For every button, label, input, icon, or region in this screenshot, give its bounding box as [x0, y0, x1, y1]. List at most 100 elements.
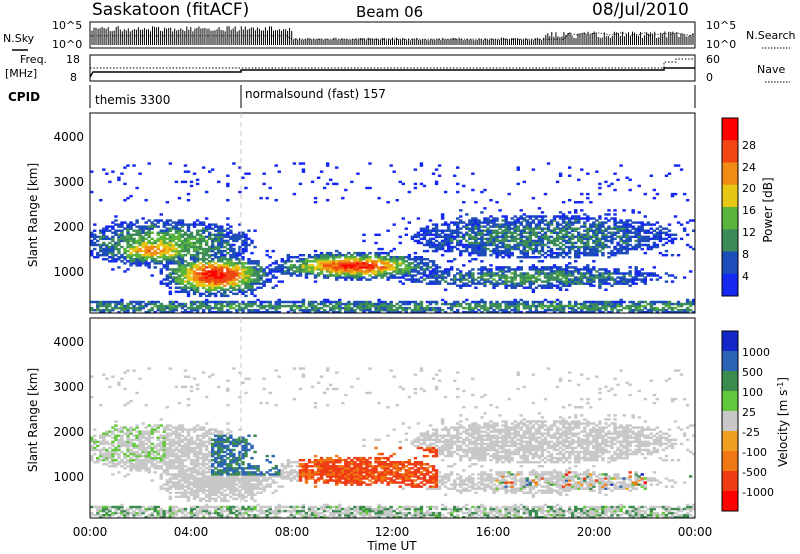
power-cell: [198, 284, 203, 287]
power-cell: [319, 300, 324, 304]
power-cell: [456, 190, 460, 194]
power-cell: [350, 274, 354, 277]
power-cell: [486, 227, 490, 230]
power-cell: [419, 276, 424, 279]
velocity-cell: [174, 428, 179, 431]
power-cell: [147, 262, 151, 265]
nave-trace: [90, 58, 695, 69]
power-cell: [404, 260, 409, 263]
velocity-cell: [174, 467, 179, 470]
power-cell: [610, 308, 614, 312]
velocity-cell: [126, 509, 130, 513]
freq-right-tick-top: 60: [706, 53, 720, 66]
power-cell: [165, 229, 170, 232]
power-cell: [253, 266, 257, 269]
power-cell: [359, 260, 363, 263]
power-cell: [437, 235, 442, 239]
power-cell: [111, 243, 115, 247]
power-cell: [395, 310, 399, 314]
power-cell: [598, 306, 602, 310]
power-cell: [419, 237, 424, 241]
velocity-cell: [126, 473, 130, 476]
power-cell: [679, 302, 684, 306]
power-cell: [195, 286, 200, 289]
power-cell: [114, 233, 118, 237]
power-cell: [277, 298, 281, 302]
velocity-cell: [168, 505, 173, 509]
power-cell: [353, 300, 357, 304]
power-cell: [513, 247, 517, 251]
power-cell: [117, 237, 121, 241]
power-cell: [555, 231, 560, 234]
power-cell: [531, 239, 536, 243]
power-cell: [186, 272, 191, 275]
power-cell: [217, 258, 221, 261]
power-cell: [413, 302, 418, 306]
velocity-cell: [102, 509, 106, 513]
power-cell: [226, 241, 230, 245]
velocity-cell: [156, 450, 160, 454]
power-cell: [195, 274, 200, 277]
power-cell: [271, 262, 275, 265]
power-cell: [586, 243, 590, 247]
power-cell: [241, 272, 245, 275]
power-cell: [268, 255, 272, 259]
power-cell: [102, 168, 106, 171]
power-cell: [492, 284, 496, 287]
power-cell: [567, 278, 572, 281]
power-cell: [162, 221, 167, 224]
power-cell: [434, 180, 439, 184]
power-cell: [328, 253, 333, 257]
velocity-cell: [165, 450, 170, 454]
power-cell: [646, 302, 651, 306]
power-cell: [262, 272, 266, 275]
power-cell: [247, 270, 251, 273]
power-cell: [350, 310, 354, 314]
power-cell: [162, 237, 167, 241]
power-cell: [601, 231, 605, 234]
power-cell: [395, 258, 399, 261]
power-cell: [546, 223, 551, 226]
power-cell: [516, 302, 520, 306]
power-cell: [150, 221, 154, 224]
velocity-cell: [156, 465, 160, 468]
power-cell: [616, 227, 620, 230]
power-cell: [359, 304, 363, 308]
power-cell: [507, 251, 511, 255]
power-cell: [486, 241, 490, 245]
power-cell: [567, 227, 572, 230]
power-cell: [256, 270, 260, 273]
power-cell: [552, 251, 557, 255]
velocity-cell: [132, 454, 136, 458]
power-cell: [513, 223, 517, 226]
power-cell: [226, 270, 230, 273]
power-cell: [443, 268, 448, 271]
power-cell: [625, 247, 629, 251]
power-cell: [132, 308, 136, 312]
power-cell: [516, 306, 520, 310]
power-cell: [280, 268, 284, 271]
power-cell: [235, 282, 239, 285]
power-cell: [365, 272, 369, 275]
velocity-cell: [126, 450, 130, 454]
power-cell: [604, 304, 608, 308]
power-cell: [646, 308, 651, 312]
power-cell: [253, 274, 257, 277]
power-cell: [356, 268, 360, 271]
power-cell: [171, 239, 176, 243]
power-cell: [183, 170, 188, 173]
power-cell: [362, 302, 366, 306]
power-cell: [676, 310, 681, 314]
power-cell: [383, 302, 387, 306]
velocity-cell: [135, 460, 139, 464]
power-cell: [477, 302, 481, 306]
power-cell: [144, 221, 148, 224]
power-cell: [223, 300, 227, 304]
power-cell: [132, 237, 136, 241]
power-cell: [625, 223, 629, 226]
power-cell: [220, 276, 224, 279]
velocity-cell: [171, 467, 176, 470]
power-cell: [643, 276, 647, 279]
velocity-cell: [153, 450, 157, 454]
power-cell: [99, 253, 103, 257]
